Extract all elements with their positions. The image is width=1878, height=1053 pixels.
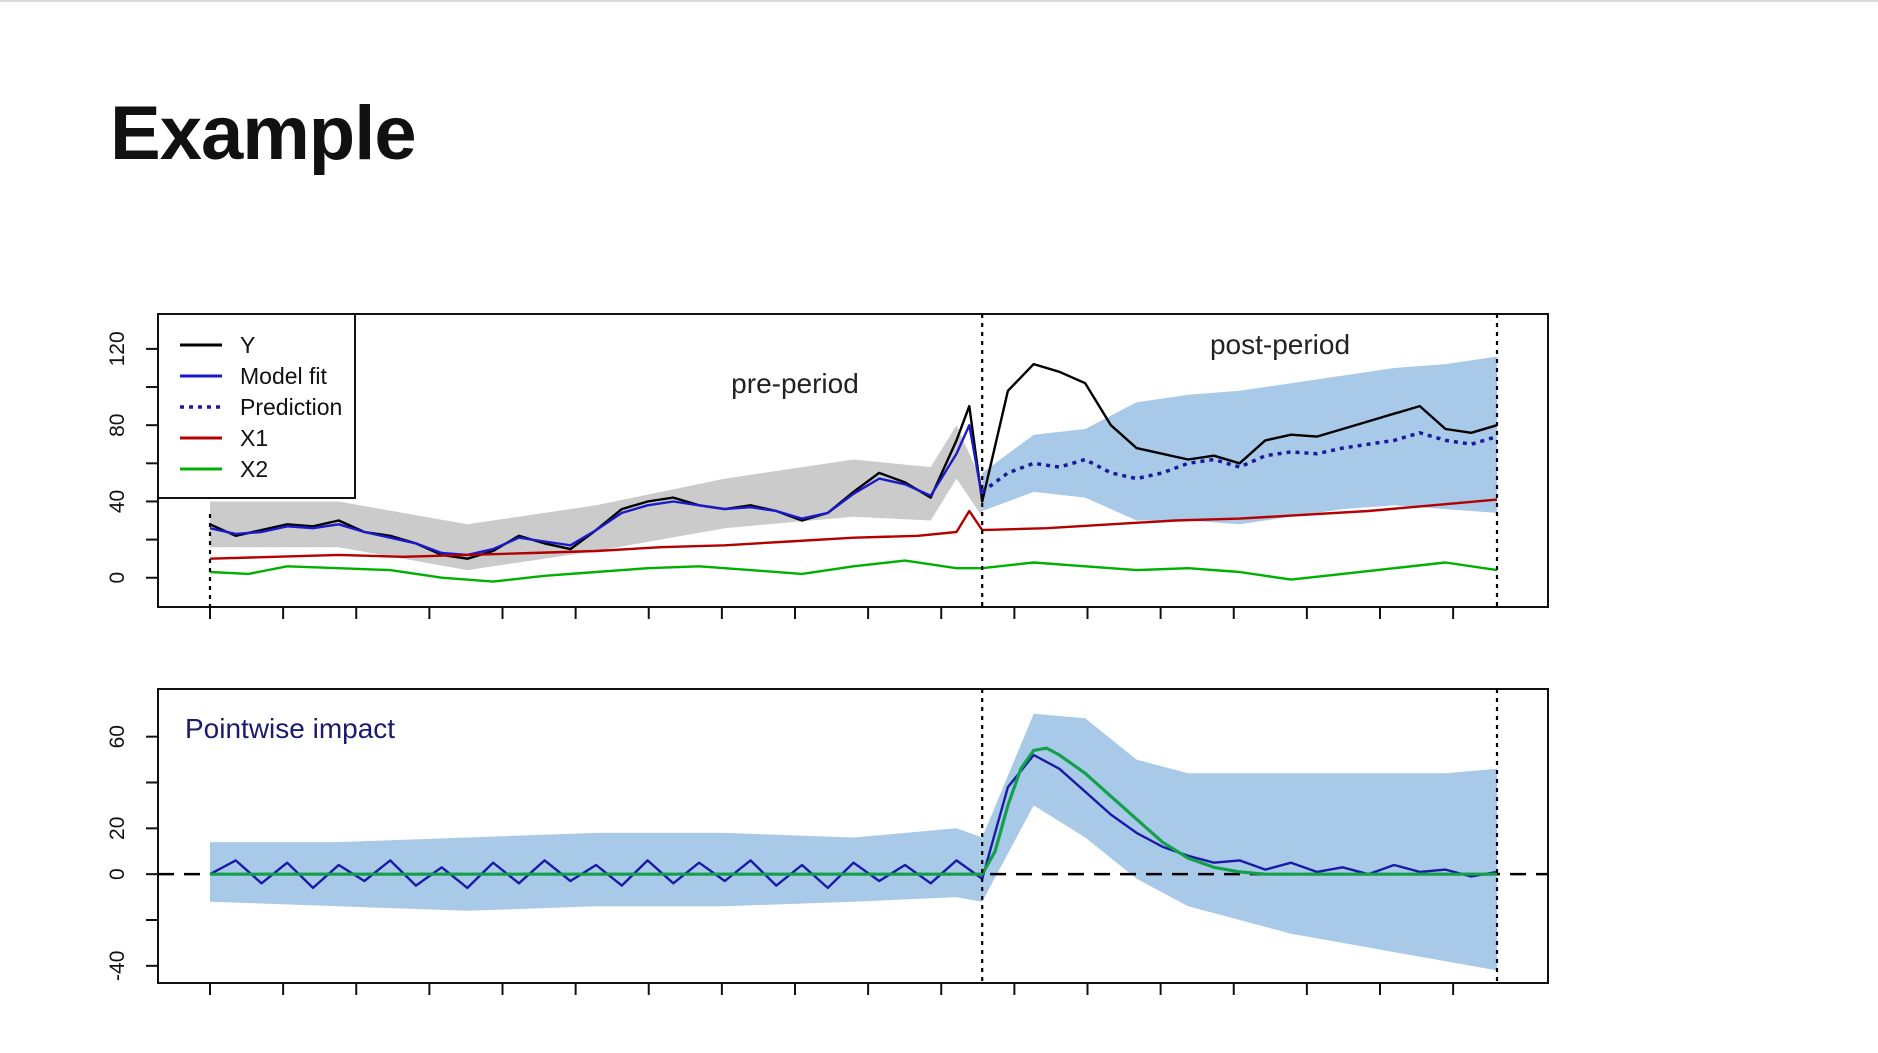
- bottom-panel: -40 0 20 60 Pointwise impact: [106, 688, 1549, 995]
- y-tick-label: 60: [106, 725, 129, 748]
- y-tick-label: 0: [106, 868, 129, 880]
- band-pre-period-interval: [210, 425, 983, 571]
- legend-label-y: Y: [240, 332, 255, 358]
- top-panel: 0 40 80 120 pre-period post-period Y Model fit P…: [106, 313, 1549, 619]
- y-tick-label: 20: [106, 817, 129, 840]
- y-tick-label: 120: [106, 331, 129, 366]
- y-tick-label: 40: [106, 490, 129, 513]
- legend: Y Model fit Prediction X1 X2: [157, 313, 356, 499]
- pointwise-impact-label: Pointwise impact: [185, 713, 395, 744]
- post-period-label: post-period: [1210, 329, 1350, 360]
- y-tick-label: -40: [106, 951, 129, 981]
- plot-frame: [157, 688, 1549, 984]
- legend-label-model-fit: Model fit: [240, 363, 328, 389]
- y-tick-label: 0: [106, 572, 129, 584]
- series-pointwise-impact: [209, 753, 1498, 890]
- series-x1: [209, 498, 1498, 560]
- series-x2: [209, 559, 1498, 583]
- series-prediction: [981, 431, 1498, 494]
- legend-label-x2: X2: [240, 456, 268, 482]
- y-tick-label: 80: [106, 414, 129, 437]
- series-true-impact: [210, 746, 1497, 876]
- legend-label-prediction: Prediction: [240, 394, 342, 420]
- pre-period-label: pre-period: [731, 368, 859, 399]
- legend-label-x1: X1: [240, 425, 268, 451]
- top-rule: [0, 0, 1878, 2]
- slide-title: Example: [110, 91, 417, 176]
- series-model-fit: [209, 424, 984, 557]
- band-post-period-interval: [982, 356, 1497, 525]
- band-impact-interval: [210, 713, 1497, 971]
